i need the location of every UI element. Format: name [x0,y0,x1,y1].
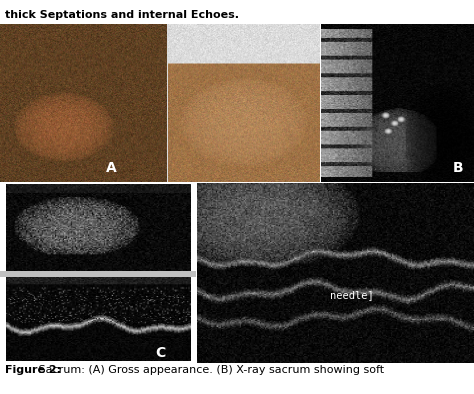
Text: thick Septations and internal Echoes.: thick Septations and internal Echoes. [5,10,239,20]
Bar [0,271,196,277]
Text: needle]: needle] [330,290,374,300]
Text: Sacrum: (A) Gross appearance. (B) X-ray sacrum showing soft: Sacrum: (A) Gross appearance. (B) X-ray … [35,365,384,375]
Text: B: B [453,161,463,175]
Text: C: C [155,346,166,360]
Text: Figure 2:: Figure 2: [5,365,61,375]
Text: A: A [106,161,117,175]
